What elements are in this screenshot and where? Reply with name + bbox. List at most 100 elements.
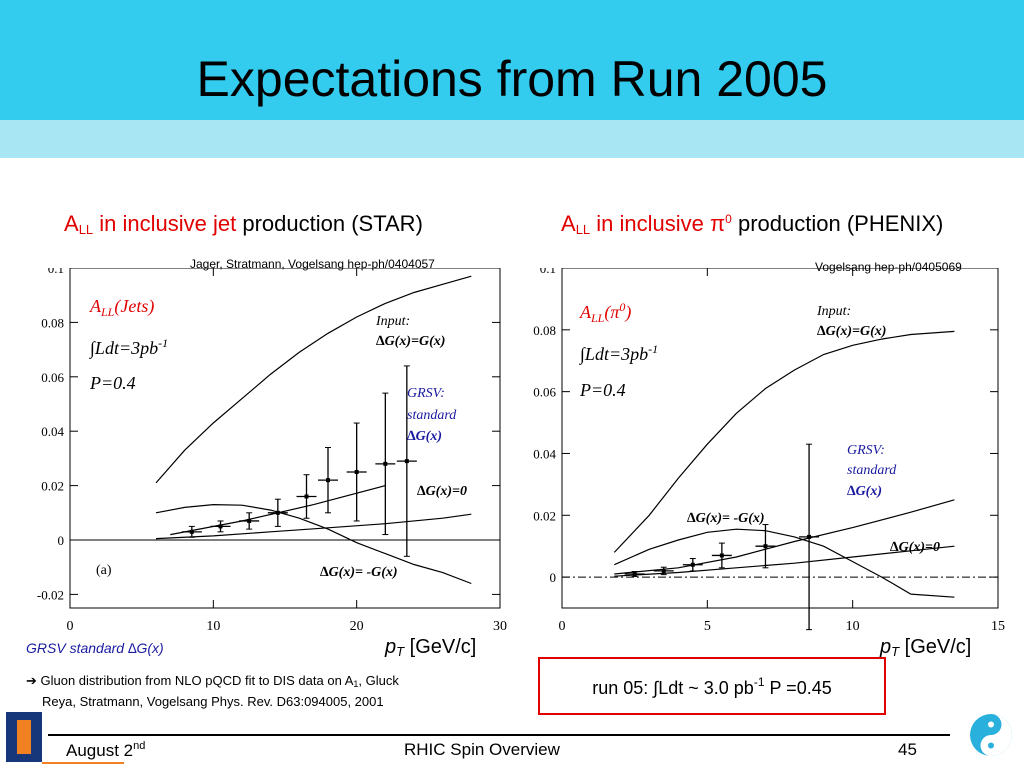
rhic-logo-icon — [970, 714, 1012, 756]
polarization-label: P=0.4 — [579, 380, 626, 400]
university-logo — [6, 712, 42, 762]
data-point — [763, 544, 768, 549]
x-tick-label: 30 — [493, 619, 507, 634]
y-tick-label: 0.04 — [533, 446, 556, 461]
input-curve-label: ∆G(x)=G(x) — [376, 334, 445, 349]
series-line — [155, 503, 472, 585]
left-xlabel-p: p — [385, 636, 397, 658]
data-point — [275, 510, 280, 515]
footer-date-text: August 2 — [66, 741, 134, 760]
header-band-light — [0, 120, 1024, 158]
left-subtitle-black: production (STAR) — [236, 211, 423, 236]
polarization-label: P=0.4 — [89, 373, 136, 393]
right-subtitle-a: A — [561, 211, 576, 236]
series-line — [614, 545, 955, 577]
series-line — [155, 275, 472, 484]
y-tick-label: 0.06 — [41, 370, 64, 385]
right-xlabel-p: p — [880, 636, 892, 658]
series-line — [613, 330, 955, 553]
left-subtitle-sub: LL — [78, 222, 94, 237]
x-tick-label: 0 — [559, 619, 566, 634]
observable-label: ALL(π0) — [579, 300, 631, 325]
grsv-note: GRSV standard ∆G(x) — [26, 640, 164, 656]
left-subtitle-red: in inclusive jet — [93, 211, 237, 236]
data-point — [247, 518, 252, 523]
gluon-note-line1: ➔ Gluon distribution from NLO pQCD fit t… — [26, 673, 354, 688]
y-tick-label: 0.08 — [533, 323, 556, 338]
grsv-curve-label: ∆G(x) — [847, 484, 882, 499]
run-note-box: run 05: ∫Ldt ~ 3.0 pb-1 P =0.45 — [538, 657, 886, 715]
series-line — [614, 528, 955, 598]
run-note-end: P =0.45 — [764, 678, 832, 698]
data-point — [807, 534, 812, 539]
y-tick-label: 0.1 — [48, 268, 64, 276]
footer-date-sup: nd — [133, 740, 146, 752]
negative-curve-label: ∆G(x)= -G(x) — [687, 511, 765, 526]
grsv-label: GRSV: — [407, 386, 445, 401]
x-tick-label: 15 — [991, 619, 1005, 634]
y-tick-label: 0.06 — [533, 385, 556, 400]
right-subtitle-black: production (PHENIX) — [731, 211, 944, 236]
left-xlabel-unit: [GeV/c] — [404, 636, 477, 658]
input-curve-label: ∆G(x)=G(x) — [817, 324, 886, 339]
run-note: run 05: ∫Ldt ~ 3.0 pb-1 P =0.45 — [540, 675, 884, 699]
luminosity-label: ∫Ldt=3pb-1 — [89, 336, 168, 359]
run-note-text: run 05: ∫Ldt ~ 3.0 pb — [592, 678, 754, 698]
input-label: Input: — [375, 314, 410, 329]
grsv-label: GRSV: — [847, 443, 885, 458]
left-subtitle-a: A — [64, 211, 79, 236]
y-tick-label: 0 — [550, 570, 557, 585]
gluon-note-line1-end: , Gluck — [358, 673, 399, 688]
footer-rule — [48, 734, 950, 736]
slide-title: Expectations from Run 2005 — [196, 51, 828, 107]
plot-frame — [561, 268, 999, 609]
data-point — [632, 572, 637, 576]
right-subtitle-red: in inclusive π — [590, 211, 726, 236]
illinois-i-icon — [17, 720, 31, 754]
data-point — [719, 553, 724, 558]
x-tick-label: 10 — [846, 619, 860, 634]
left-xlabel: pT [GeV/c] — [385, 636, 476, 659]
x-tick-label: 0 — [67, 619, 74, 634]
y-tick-label: 0.04 — [41, 424, 64, 439]
y-tick-label: 0.02 — [41, 479, 64, 494]
footer-date: August 2nd — [66, 740, 145, 761]
run-note-sup: -1 — [753, 675, 765, 689]
right-subtitle-sup: 0 — [725, 212, 732, 226]
y-tick-label: -0.02 — [37, 587, 64, 602]
footer-center: RHIC Spin Overview — [404, 740, 560, 759]
logo-underline — [42, 762, 124, 764]
data-point — [404, 459, 409, 464]
luminosity-label: ∫Ldt=3pb-1 — [579, 342, 658, 365]
right-xlabel-sub: T — [891, 644, 900, 659]
series-line — [155, 513, 472, 540]
left-chart: -0.02 0 0.02 0.04 0.06 0.08 0.1 0 10 20 30 (a) ALL(J… — [37, 268, 507, 634]
negative-curve-label: ∆G(x)= -G(x) — [320, 565, 398, 580]
observable-label: ALL(Jets) — [89, 296, 154, 319]
y-tick-label: 0.02 — [533, 508, 556, 523]
left-xlabel-sub: T — [396, 644, 405, 659]
right-chart: 0 0.02 0.04 0.06 0.08 0.1 0 5 10 15 ALL(π0) ∫Ldt=3p… — [533, 268, 1005, 634]
panel-label: (a) — [96, 563, 112, 578]
series-line — [614, 499, 955, 575]
right-xlabel-unit: [GeV/c] — [899, 636, 972, 658]
y-tick-label: 0 — [58, 533, 65, 548]
gluon-note: ➔ Gluon distribution from NLO pQCD fit t… — [26, 672, 506, 710]
grsv-standard-label: standard — [407, 408, 457, 423]
grsv-standard-label: standard — [847, 463, 897, 478]
plot-frame — [69, 268, 501, 609]
x-tick-label: 20 — [350, 619, 364, 634]
data-point — [354, 470, 359, 474]
data-point — [304, 494, 309, 499]
zero-curve-label: ∆G(x)=0 — [417, 484, 467, 499]
right-subtitle: ALL in inclusive π0 production (PHENIX) — [561, 211, 943, 237]
x-tick-label: 5 — [704, 619, 711, 634]
data-point — [383, 461, 388, 466]
grsv-curve-label: ∆G(x) — [407, 429, 442, 444]
data-point — [326, 478, 330, 483]
y-tick-label: 0.1 — [540, 268, 556, 276]
header-band — [0, 0, 1024, 120]
x-tick-label: 10 — [206, 619, 220, 634]
right-xlabel: pT [GeV/c] — [880, 636, 971, 659]
data-point — [690, 562, 695, 567]
